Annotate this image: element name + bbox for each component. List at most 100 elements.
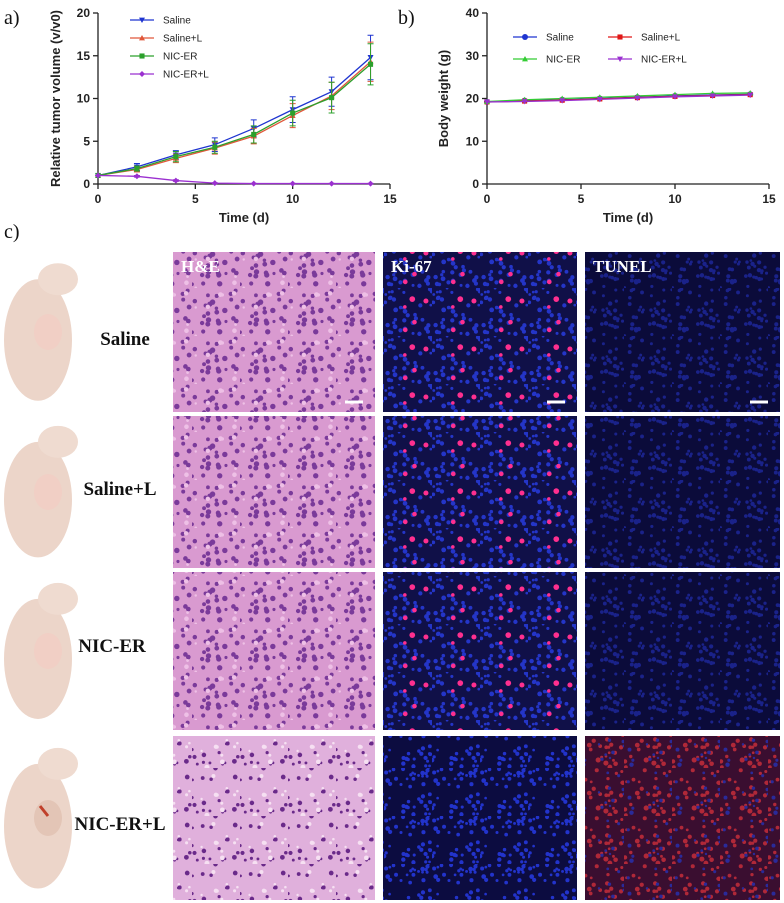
x-tick-label: 5 bbox=[192, 192, 199, 206]
series-line bbox=[97, 61, 371, 177]
y-axis-title: Relative tumor volume (v/v0) bbox=[48, 10, 63, 187]
series-line bbox=[97, 63, 371, 177]
y-axis-title: Body weight (g) bbox=[436, 50, 451, 148]
legend-label: NIC-ER bbox=[546, 55, 580, 66]
x-tick-label: 15 bbox=[383, 192, 397, 206]
mouse-head bbox=[38, 425, 78, 458]
legend-marker bbox=[617, 34, 623, 40]
micrograph bbox=[585, 416, 780, 568]
legend-marker bbox=[522, 56, 528, 62]
data-point bbox=[250, 180, 257, 187]
micrograph bbox=[585, 252, 780, 412]
tumor bbox=[34, 633, 62, 669]
micrograph bbox=[383, 572, 577, 730]
panel-label: b) bbox=[398, 7, 415, 29]
micrograph bbox=[173, 736, 375, 900]
data-point bbox=[173, 154, 179, 160]
data-point bbox=[329, 95, 335, 101]
column-label: H&E bbox=[181, 257, 220, 276]
legend-label: Saline+L bbox=[641, 33, 681, 44]
micrograph bbox=[383, 416, 577, 568]
y-tick-label: 20 bbox=[466, 92, 480, 106]
data-point bbox=[211, 180, 218, 187]
data-point bbox=[521, 99, 528, 105]
column-label: TUNEL bbox=[593, 257, 652, 276]
data-point bbox=[172, 177, 179, 184]
x-tick-label: 10 bbox=[668, 192, 682, 206]
y-tick-label: 20 bbox=[77, 6, 91, 20]
y-tick-label: 10 bbox=[77, 92, 91, 106]
tumor bbox=[34, 314, 62, 350]
mouse-head bbox=[38, 263, 78, 296]
mouse-head bbox=[38, 582, 78, 615]
series-line bbox=[97, 174, 371, 185]
legend-label: NIC-ER+L bbox=[641, 55, 687, 66]
data-point bbox=[251, 131, 257, 137]
x-axis-title: Time (d) bbox=[219, 210, 269, 225]
y-tick-label: 5 bbox=[83, 134, 90, 148]
data-point bbox=[328, 180, 335, 187]
data-point bbox=[133, 173, 140, 180]
x-tick-label: 0 bbox=[484, 192, 491, 206]
data-point bbox=[672, 94, 678, 100]
x-axis-title: Time (d) bbox=[603, 210, 653, 225]
data-point bbox=[634, 95, 641, 102]
legend-marker bbox=[139, 53, 145, 59]
data-point bbox=[289, 180, 296, 187]
legend-label: NIC-ER bbox=[163, 52, 197, 63]
panel-label: a) bbox=[4, 7, 20, 29]
y-tick-label: 30 bbox=[466, 49, 480, 63]
data-point bbox=[212, 144, 218, 150]
micrograph bbox=[383, 252, 577, 412]
row-label: NIC-ER+L bbox=[74, 814, 165, 835]
series-line bbox=[97, 56, 371, 177]
data-point bbox=[484, 99, 490, 105]
x-tick-label: 0 bbox=[95, 192, 102, 206]
legend-marker bbox=[617, 56, 623, 62]
legend-marker bbox=[139, 35, 145, 41]
micrograph bbox=[173, 416, 375, 568]
legend-marker bbox=[522, 34, 528, 40]
mouse-head bbox=[38, 747, 78, 780]
x-tick-label: 15 bbox=[762, 192, 776, 206]
column-label: Ki-67 bbox=[391, 257, 432, 276]
scar bbox=[38, 805, 50, 817]
data-point bbox=[747, 92, 754, 99]
data-point bbox=[95, 172, 101, 179]
data-point bbox=[290, 110, 296, 116]
row-label: Saline+L bbox=[83, 479, 156, 500]
x-tick-label: 5 bbox=[578, 192, 585, 206]
tumor bbox=[34, 800, 62, 836]
x-tick-label: 10 bbox=[286, 192, 300, 206]
legend-label: Saline+L bbox=[163, 34, 203, 45]
tumor bbox=[34, 474, 62, 510]
data-point bbox=[596, 96, 603, 103]
series-line bbox=[486, 92, 751, 103]
micrograph bbox=[173, 572, 375, 730]
series-line bbox=[486, 94, 751, 103]
micrograph bbox=[585, 572, 780, 730]
legend-label: Saline bbox=[546, 33, 574, 44]
row-label: Saline bbox=[100, 329, 150, 350]
y-tick-label: 0 bbox=[472, 177, 479, 191]
y-tick-label: 0 bbox=[83, 177, 90, 191]
image-grid bbox=[4, 252, 780, 900]
y-tick-label: 10 bbox=[466, 134, 480, 148]
data-point bbox=[367, 180, 374, 187]
y-tick-label: 15 bbox=[77, 49, 91, 63]
data-point bbox=[134, 166, 140, 172]
y-tick-label: 40 bbox=[466, 6, 480, 20]
legend-marker bbox=[139, 71, 145, 77]
legend-label: NIC-ER+L bbox=[163, 70, 209, 81]
micrograph bbox=[383, 736, 577, 900]
legend-marker bbox=[139, 17, 145, 23]
row-label: NIC-ER bbox=[78, 636, 146, 657]
data-point bbox=[559, 98, 566, 104]
panel-label: c) bbox=[4, 221, 20, 243]
micrograph bbox=[173, 252, 375, 412]
micrograph bbox=[585, 736, 780, 900]
legend-label: Saline bbox=[163, 16, 191, 27]
data-point bbox=[367, 61, 374, 67]
data-point bbox=[709, 93, 716, 99]
